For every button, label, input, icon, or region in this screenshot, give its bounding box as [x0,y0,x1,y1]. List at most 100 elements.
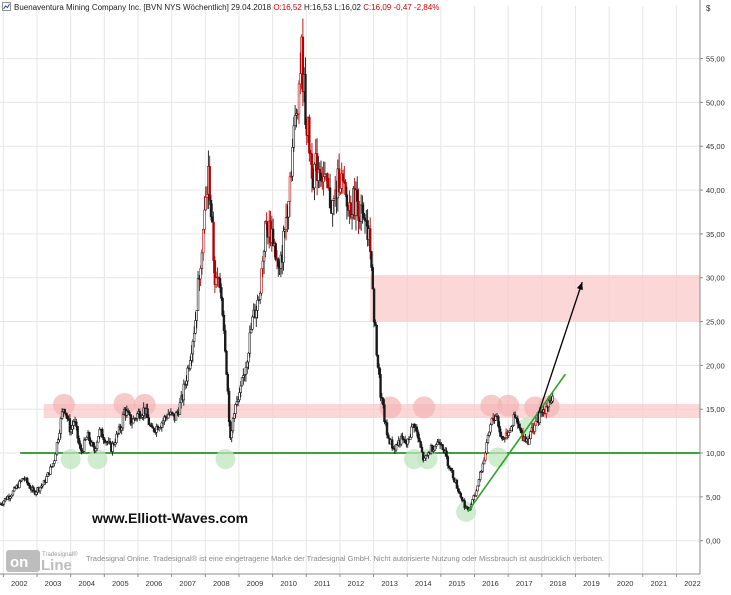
candle-body [233,413,236,419]
candle-body [170,411,174,414]
candle-body [385,422,389,436]
candle-body [194,320,197,334]
candle-body [208,166,211,201]
candle-body [350,214,354,218]
y-tick-label: 45,00 [706,142,725,151]
candle-body [195,310,198,321]
support-marker [215,449,236,470]
candle-body [202,229,205,254]
candle-body [95,441,99,449]
candle-body [513,414,517,418]
candle-body [472,495,475,500]
candle-body [383,404,386,422]
x-tick-label: 2020 [617,579,634,588]
candle-body [418,437,421,442]
candle-body [288,176,292,202]
candle-body [489,424,492,433]
candle-body [447,465,451,469]
candle-body [416,431,420,439]
high-value: 16,53 [312,3,333,12]
candle-body [423,457,426,461]
candle-body [225,350,228,375]
candle-body [258,292,262,300]
candle-body [538,411,541,424]
y-tick-label: 30,00 [706,274,725,283]
candle-body [160,422,163,428]
candle-body [49,466,52,475]
open-label: O: [273,3,282,12]
candle-body [293,115,297,127]
x-tick-label: 2011 [314,579,330,588]
candle-body [357,201,360,221]
candle-body [121,414,125,429]
x-tick-label: 2005 [112,579,129,588]
candle-body [69,429,73,433]
candle-body [282,230,285,263]
candle-body [220,287,223,299]
candle-body [508,430,512,433]
candle-body [337,168,341,193]
candle-body [415,426,418,433]
candle-body [200,252,204,269]
candle-body [400,435,403,445]
candle-body [178,402,182,415]
candle-body [520,429,523,434]
candle-body [528,438,531,445]
candle-body [209,200,213,217]
candle-body [313,163,316,189]
x-tick-label: 2002 [11,579,28,588]
candle-body [308,116,311,154]
candle-body [403,439,407,443]
candle-body [82,439,86,452]
candle-body [410,426,413,438]
candle-body [477,479,481,487]
candle-body [185,380,188,385]
candle-body [341,173,345,182]
candle-body [101,428,104,438]
candle-body [196,278,200,311]
candle-body [35,491,38,495]
low-value: 16,02 [340,3,361,12]
candle-body [147,417,151,426]
resistance-marker [133,393,156,416]
candle-body [424,455,428,459]
x-tick-label: 2010 [280,579,297,588]
candle-body [507,432,510,436]
candle-body [455,479,459,489]
candle-body [301,36,305,93]
logo-line-text: Line [41,557,72,574]
candle-body [161,420,165,424]
candle-body [512,414,516,426]
candle-body [463,500,466,509]
x-tick-label: 2015 [449,579,466,588]
candle-body [41,484,44,487]
candle-body [102,437,105,441]
currency-label: $ [706,4,711,13]
candle-body [390,439,394,449]
candle-body [226,374,230,392]
candle-body [344,182,347,196]
candle-body [146,408,149,419]
y-tick-label: 0,00 [706,537,721,546]
candle-body [199,268,202,280]
candle-body [361,204,364,214]
candle-body [59,418,63,434]
candle-body [262,251,266,262]
candle-body [129,414,132,425]
candle-body [191,341,195,355]
candle-body [277,258,280,267]
candle-body [218,278,222,288]
candle-body [28,484,31,489]
candle-body [54,453,57,462]
close-value: 16,09 [371,3,392,12]
candle-body [58,433,61,440]
candle-body [51,463,55,467]
candle-body [451,470,455,479]
candle-body [534,420,538,426]
candle-body [420,447,424,453]
candle-body [10,494,13,498]
candle-body [371,267,374,290]
candle-body [459,492,462,498]
